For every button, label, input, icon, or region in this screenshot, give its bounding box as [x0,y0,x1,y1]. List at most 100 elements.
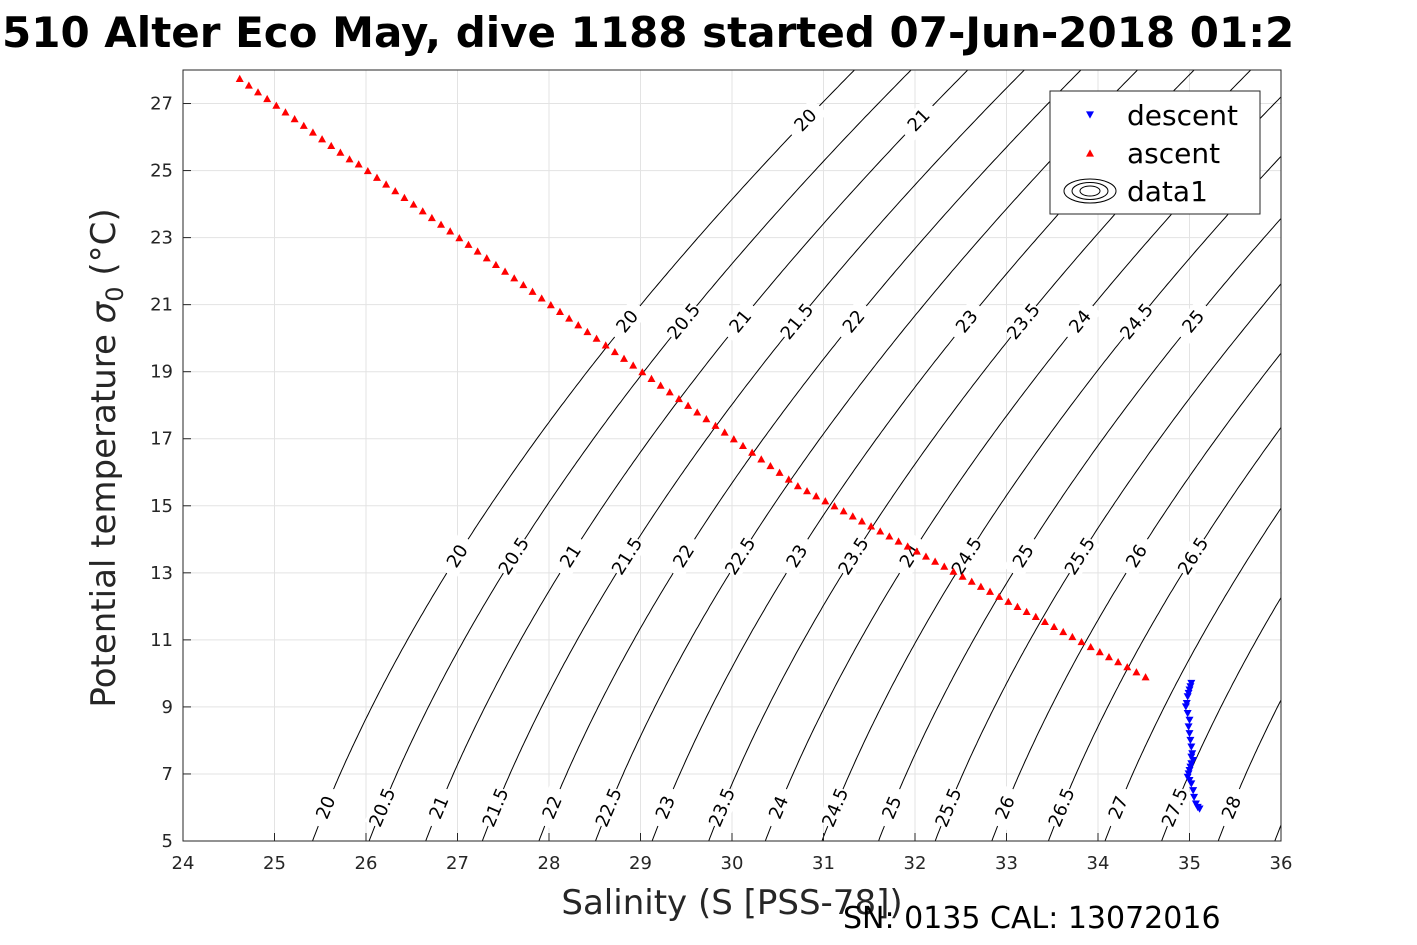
ascent-marker [1104,653,1113,661]
contour-label-bg [477,784,514,831]
ascent-marker [501,267,510,275]
x-tick-label: 33 [995,853,1018,874]
ascent-marker [382,180,391,188]
contour-label-bg [607,533,648,579]
ascent-marker [1013,602,1022,610]
contour-label-bg [662,298,706,344]
axis-ticks: 24 25 26 27 28 29 30 31 32 33 34 35 36 5 7 9 11 13 15 17 19 2… [150,94,1292,874]
ascent-marker [455,234,464,242]
contour-label-bg [1058,298,1102,344]
descent-marker [1185,730,1194,738]
x-tick-label: 32 [904,853,927,874]
contour-label-bg [1100,784,1137,831]
contour-label-bg [606,298,649,344]
ascent-marker [784,475,793,483]
ascent-marker [803,487,812,495]
ascent-marker [702,415,711,423]
ascent-marker [446,227,455,235]
ascent-marker [345,155,354,163]
ascent-marker [1086,642,1095,651]
contour-line [481,70,1025,841]
ascent-marker [949,567,958,575]
ascent-marker [738,441,747,450]
contour-line [595,70,1138,841]
ascent-marker [1004,597,1013,605]
contour-label: 20.5 [365,785,400,830]
y-tick-label: 25 [150,161,173,182]
y-axis-label-symbol: σ [84,300,124,323]
x-axis-label: Salinity (S [PSS-78]) [561,883,902,923]
x-tick-label: 28 [538,853,561,874]
contour-label: 20.5 [663,300,705,344]
ascent-marker [537,294,546,302]
contour-label-bg [1156,784,1193,831]
contour-label-bg [946,533,987,579]
ascent-marker [354,160,363,168]
ascent-marker [400,193,409,201]
ascent-marker [656,381,665,389]
ascent-marker [684,401,693,409]
contour-label-bg [493,533,534,579]
ascent-marker [601,341,610,349]
ascent-marker [967,577,976,585]
contour-label-bg [1002,298,1045,344]
contour-label-bg [896,98,941,143]
ascent-marker [885,532,894,540]
contour-label-bg [783,98,828,143]
ascent-marker [793,482,802,490]
contour-line [1274,823,1281,841]
x-tick-label: 25 [263,853,286,874]
contour-label-bg [890,533,931,579]
contour-label-bg [817,784,854,831]
ascent-marker [748,448,757,456]
ascent-marker [903,542,912,550]
ascent-marker [427,213,436,222]
ascent-marker [711,421,720,429]
ascent-marker [921,552,930,560]
ascent-marker [638,368,647,376]
ascent-marker [1031,612,1040,621]
descent-marker [1183,693,1192,701]
contour-line [368,70,912,841]
contour-label-bg [1172,298,1215,344]
ascent-marker [894,537,903,545]
contour-line [991,352,1281,841]
contour-label-bg [987,784,1023,831]
ascent-marker [391,187,400,195]
contour-label: 25.5 [931,785,966,830]
contour-label-bg [832,299,875,344]
ascent-marker [473,247,482,255]
contour-label-bg [1043,784,1080,831]
ascent-marker [720,428,729,436]
contour-label-bg [1059,533,1101,579]
contour-label: 26.5 [1174,534,1213,579]
ascent-marker [986,587,995,595]
descent-marker [1187,780,1196,788]
contour-label-bg [873,784,910,831]
y-tick-label: 5 [162,831,173,852]
ascent-marker [555,307,564,315]
y-axis-label-main: Potential temperature [84,323,124,707]
ascent-marker [1132,668,1141,676]
contour-label-bg [307,784,344,831]
ascent-marker [674,394,683,403]
ascent-marker [812,492,821,500]
ascent-marker [1022,607,1031,615]
contour-label: 20.5 [495,534,534,579]
contour-label-bg [550,533,591,579]
ascent-marker [629,361,638,369]
ascent-marker [336,148,345,156]
ascent-marker [244,81,253,89]
legend-ascent-marker [1086,149,1094,157]
ascent-marker [821,497,830,505]
ascent-marker [235,74,244,82]
ascent-marker [254,88,263,96]
contour-line [1331,70,1417,841]
contour-label-bg [760,784,797,831]
ascent-marker [876,527,885,535]
contour-label-bg [421,784,457,831]
ascent-marker [574,321,583,329]
ascent-marker [647,374,656,382]
contour-label: 23.5 [834,534,873,579]
